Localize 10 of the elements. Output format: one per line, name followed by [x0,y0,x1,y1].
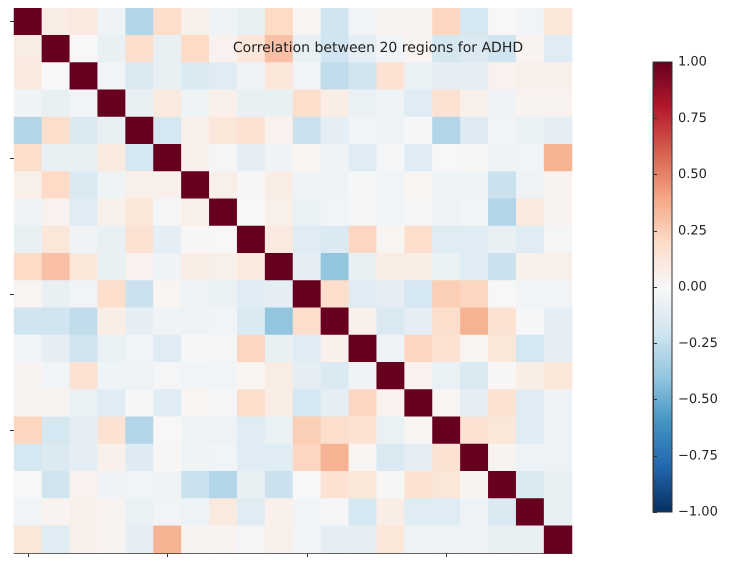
color-bar-label: 0.50 [678,167,707,182]
color-bar-label: −0.75 [678,448,718,464]
text: Correlation between 20 regions for ADHD [232,40,524,56]
color-bar-label: −0.50 [678,392,718,407]
color-bar-label: 0.75 [678,110,707,126]
color-bar-label: 1.00 [678,54,707,70]
color-bar-label: 0.25 [678,223,707,238]
color-bar-label: −0.25 [678,336,718,351]
color-bar-label: 0.00 [678,280,707,294]
color-bar-label: −1.00 [678,504,718,520]
